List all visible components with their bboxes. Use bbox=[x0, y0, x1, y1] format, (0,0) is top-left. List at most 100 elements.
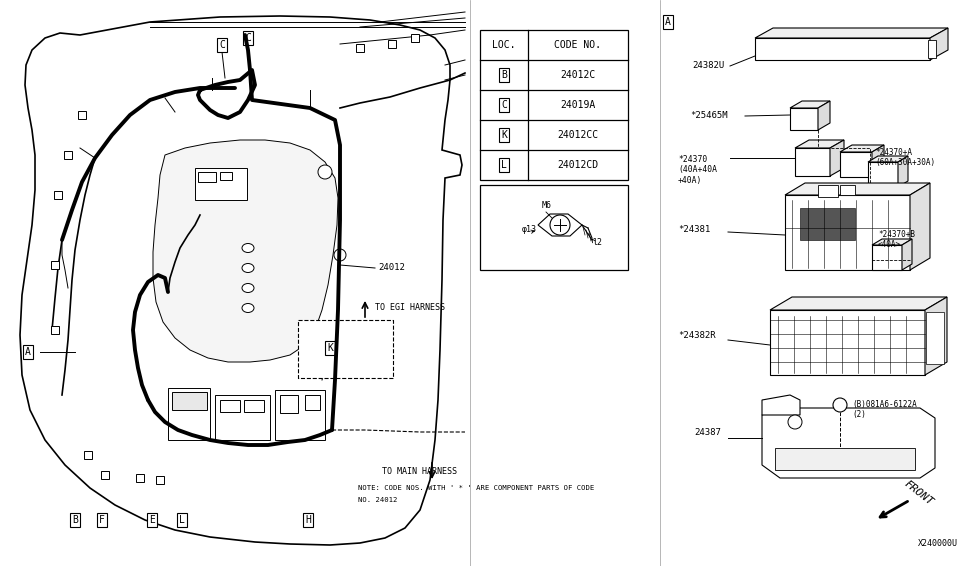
Circle shape bbox=[334, 249, 346, 261]
Text: E: E bbox=[149, 515, 155, 525]
Bar bbox=[136, 474, 144, 482]
Bar bbox=[51, 261, 59, 269]
Text: L: L bbox=[501, 160, 507, 170]
Polygon shape bbox=[898, 156, 908, 187]
Polygon shape bbox=[790, 101, 830, 108]
Ellipse shape bbox=[242, 243, 254, 252]
Bar bbox=[244, 400, 264, 412]
Text: 24387: 24387 bbox=[694, 428, 721, 437]
Polygon shape bbox=[818, 101, 830, 130]
Circle shape bbox=[318, 165, 332, 179]
Polygon shape bbox=[930, 28, 948, 60]
Ellipse shape bbox=[242, 284, 254, 293]
Polygon shape bbox=[795, 140, 844, 148]
Bar bbox=[926, 312, 944, 364]
Text: FRONT: FRONT bbox=[902, 478, 935, 507]
Bar bbox=[101, 471, 109, 479]
Text: M6: M6 bbox=[542, 201, 552, 210]
Text: 24012C: 24012C bbox=[561, 70, 596, 80]
Bar bbox=[280, 395, 298, 413]
Bar bbox=[928, 40, 936, 58]
Text: 24019A: 24019A bbox=[561, 100, 596, 110]
Bar bbox=[480, 30, 628, 180]
Text: H: H bbox=[305, 515, 311, 525]
Bar bbox=[64, 151, 72, 159]
Text: *24381: *24381 bbox=[678, 225, 710, 234]
Bar bbox=[298, 320, 393, 378]
Bar bbox=[168, 388, 210, 440]
Bar bbox=[195, 168, 247, 200]
Bar bbox=[480, 185, 628, 270]
Polygon shape bbox=[755, 38, 930, 60]
Polygon shape bbox=[762, 408, 935, 478]
Text: LOC.: LOC. bbox=[492, 40, 516, 50]
Polygon shape bbox=[770, 310, 925, 375]
Text: φ13: φ13 bbox=[522, 225, 537, 234]
Text: (B)081A6-6122A
(2): (B)081A6-6122A (2) bbox=[852, 400, 916, 419]
Polygon shape bbox=[872, 245, 902, 270]
Text: C: C bbox=[245, 33, 251, 43]
Bar bbox=[388, 40, 396, 48]
Polygon shape bbox=[762, 395, 800, 415]
Text: 24012: 24012 bbox=[378, 263, 405, 272]
Bar bbox=[775, 448, 915, 470]
Bar bbox=[220, 400, 240, 412]
Circle shape bbox=[788, 415, 802, 429]
Polygon shape bbox=[902, 239, 912, 270]
Text: NO. 24012: NO. 24012 bbox=[358, 497, 398, 503]
Bar bbox=[51, 326, 59, 334]
Text: TO EGI HARNESS: TO EGI HARNESS bbox=[375, 303, 445, 312]
Bar bbox=[840, 185, 855, 195]
Bar bbox=[220, 172, 232, 180]
Text: TO MAIN HARNESS: TO MAIN HARNESS bbox=[382, 468, 457, 477]
Polygon shape bbox=[872, 145, 884, 177]
Text: 24012CD: 24012CD bbox=[558, 160, 599, 170]
Bar bbox=[800, 208, 855, 240]
Polygon shape bbox=[840, 145, 884, 152]
Text: K: K bbox=[501, 130, 507, 140]
Text: 24012CC: 24012CC bbox=[558, 130, 599, 140]
Polygon shape bbox=[925, 297, 947, 375]
Ellipse shape bbox=[242, 303, 254, 312]
Text: NOTE: CODE NOS. WITH ' * ' ARE COMPONENT PARTS OF CODE: NOTE: CODE NOS. WITH ' * ' ARE COMPONENT… bbox=[358, 485, 594, 491]
Polygon shape bbox=[910, 183, 930, 270]
Text: A: A bbox=[665, 17, 671, 27]
Polygon shape bbox=[872, 239, 912, 245]
Text: l2: l2 bbox=[592, 238, 602, 247]
Text: *24370+B
<40A>: *24370+B <40A> bbox=[878, 230, 915, 250]
Bar bbox=[84, 451, 92, 459]
Bar bbox=[172, 392, 207, 410]
Text: L: L bbox=[179, 515, 185, 525]
Polygon shape bbox=[755, 28, 948, 38]
Text: C: C bbox=[501, 100, 507, 110]
Bar bbox=[356, 44, 364, 52]
Bar bbox=[818, 185, 838, 197]
Text: *24370
(40A+40A
+40A): *24370 (40A+40A +40A) bbox=[678, 155, 717, 185]
Polygon shape bbox=[868, 156, 908, 162]
Polygon shape bbox=[785, 195, 910, 270]
Text: C: C bbox=[219, 40, 225, 50]
Polygon shape bbox=[20, 16, 462, 545]
Text: F: F bbox=[99, 515, 105, 525]
Text: CODE NO.: CODE NO. bbox=[555, 40, 602, 50]
Bar bbox=[156, 476, 164, 484]
Bar bbox=[275, 390, 325, 440]
Ellipse shape bbox=[242, 264, 254, 272]
Text: 24382U: 24382U bbox=[692, 61, 724, 70]
Polygon shape bbox=[770, 297, 947, 310]
Bar bbox=[215, 395, 270, 440]
Text: B: B bbox=[501, 70, 507, 80]
Polygon shape bbox=[785, 183, 930, 195]
Text: X240000U: X240000U bbox=[918, 539, 958, 548]
Polygon shape bbox=[795, 148, 830, 176]
Text: B: B bbox=[838, 401, 842, 409]
Text: *24370+A
(60A+30A+30A): *24370+A (60A+30A+30A) bbox=[875, 148, 935, 168]
Text: B: B bbox=[72, 515, 78, 525]
Bar bbox=[305, 395, 320, 410]
Polygon shape bbox=[538, 214, 582, 236]
Polygon shape bbox=[840, 152, 872, 177]
Polygon shape bbox=[790, 108, 818, 130]
Bar bbox=[198, 172, 216, 182]
Polygon shape bbox=[868, 162, 898, 187]
Bar bbox=[411, 34, 419, 42]
